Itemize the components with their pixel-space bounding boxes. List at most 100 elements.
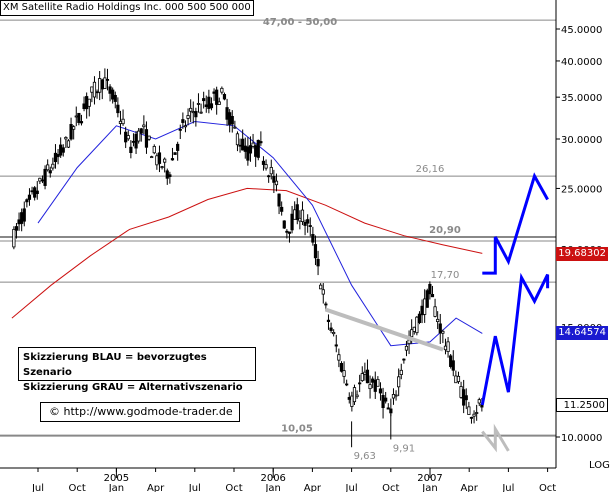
candle-body — [30, 190, 34, 193]
candle-body — [259, 141, 263, 144]
candle-body — [381, 395, 385, 409]
candle-body — [204, 104, 208, 108]
x-month-label: Apr — [461, 483, 479, 492]
candle-body — [108, 86, 112, 94]
candle-body — [217, 101, 221, 105]
candle-body — [168, 174, 172, 177]
candle-body — [238, 144, 242, 147]
candle-body — [399, 369, 403, 376]
candle-body — [365, 369, 370, 384]
candle-body — [230, 116, 234, 125]
candle-body — [144, 129, 149, 148]
candle-body — [430, 294, 435, 298]
level-label: 20,90 — [429, 225, 461, 236]
candle-body — [272, 176, 276, 183]
candle-body — [293, 209, 297, 220]
candle-body — [267, 175, 271, 178]
candle-body — [376, 378, 380, 387]
ma50-last-value: 14.64574 — [556, 326, 608, 340]
candle-body — [363, 371, 367, 375]
candle-body — [256, 139, 260, 158]
candle-body — [222, 94, 227, 100]
candle-body — [163, 158, 167, 163]
candle-body — [339, 363, 344, 372]
candle-body — [152, 146, 156, 154]
candle-body — [61, 147, 65, 153]
candle-body — [345, 383, 349, 386]
candle-body — [469, 416, 474, 419]
candle-body — [142, 124, 146, 128]
candle-body — [371, 378, 375, 383]
candle-body — [347, 397, 351, 400]
candle-body — [456, 375, 461, 382]
candle-body — [389, 408, 393, 414]
candle-body — [228, 112, 232, 125]
scenario-blue-lower — [480, 272, 550, 406]
candle-body — [454, 375, 458, 384]
candle-body — [170, 158, 175, 161]
candle-body — [194, 111, 198, 118]
candle-body — [449, 355, 453, 367]
candle-body — [183, 125, 188, 128]
x-month-label: Jul — [31, 483, 44, 492]
ma200-last-value: 19.68302 — [556, 247, 608, 261]
candle-body — [77, 112, 81, 123]
candle-body — [373, 379, 377, 392]
level-label: 10,05 — [281, 424, 313, 435]
candle-body — [64, 137, 68, 140]
candle-body — [397, 376, 401, 388]
candle-body — [165, 170, 169, 179]
candle-body — [295, 204, 299, 220]
candle-body — [269, 167, 273, 175]
candle-body — [43, 168, 47, 186]
candle-body — [40, 179, 45, 182]
candle-body — [404, 345, 409, 351]
candle-body — [417, 313, 422, 324]
candle-body — [261, 160, 266, 165]
candle-body — [207, 96, 211, 109]
candle-body — [173, 152, 177, 155]
x-month-label: Jul — [345, 483, 358, 492]
candle-body — [352, 387, 357, 403]
log-scale-label: LOG — [589, 460, 610, 471]
credit-link[interactable]: © http://www.godmode-trader.de — [40, 402, 240, 422]
candle-body — [59, 144, 63, 156]
candle-body — [100, 79, 104, 90]
x-year-label: 2006 — [260, 473, 285, 484]
candle-body — [79, 121, 84, 124]
candle-body — [420, 305, 424, 316]
low-label: 9,63 — [354, 451, 376, 462]
candle-body — [321, 289, 325, 295]
candle-body — [306, 219, 310, 224]
candle-body — [391, 394, 396, 399]
candle-body — [394, 394, 398, 397]
candle-body — [38, 177, 42, 182]
candle-body — [425, 290, 429, 308]
y-tick-label: 45.0000 — [561, 25, 602, 36]
candle-body — [313, 244, 318, 259]
candle-body — [66, 140, 71, 148]
candle-body — [285, 230, 289, 233]
candle-body — [246, 146, 250, 161]
candle-body — [155, 155, 159, 166]
candle-body — [334, 344, 338, 347]
candle-body — [72, 126, 76, 130]
candle-body — [46, 164, 50, 171]
candle-body — [212, 91, 216, 94]
candle-body — [277, 193, 281, 207]
x-month-label: Apr — [147, 483, 165, 492]
candle-body — [355, 394, 359, 398]
candle-body — [160, 166, 164, 168]
candle-body — [22, 208, 26, 222]
candle-body — [251, 142, 255, 147]
candle-body — [111, 89, 115, 100]
y-tick-label: 30.0000 — [561, 135, 602, 146]
x-year-label: 2007 — [417, 473, 442, 484]
y-tick-label: 10.0000 — [561, 433, 602, 444]
close-last-value: 11.2500 — [556, 398, 608, 412]
candle-body — [342, 370, 346, 377]
candle-body — [326, 319, 331, 322]
low-label: 9,91 — [393, 443, 415, 454]
candle-body — [157, 152, 162, 164]
